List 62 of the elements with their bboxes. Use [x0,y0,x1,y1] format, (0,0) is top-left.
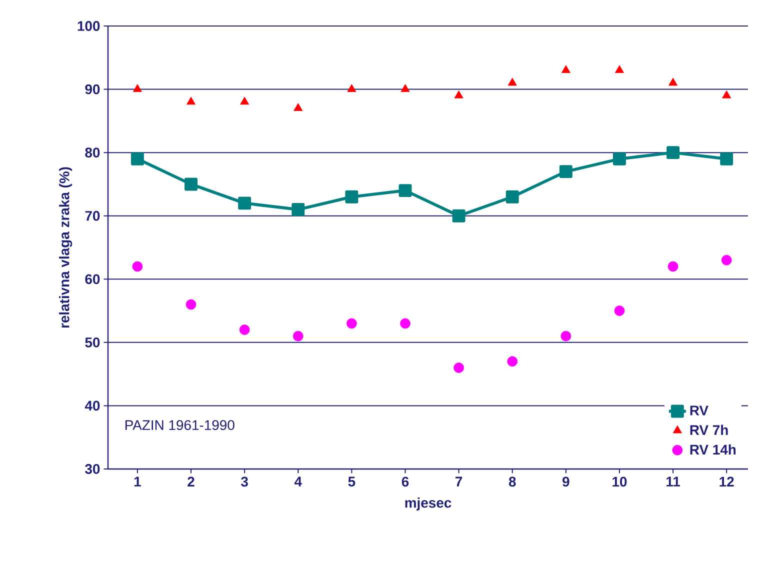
point [400,84,410,92]
point [721,254,732,266]
legend-label: RV [690,406,708,416]
x-axis-title: mjesec [405,498,452,511]
point [239,324,250,335]
point [238,196,252,210]
y-tick-label: 40 [84,400,100,411]
point [132,84,142,92]
x-tick-label: 2 [188,476,194,487]
point [186,299,196,310]
point [666,146,680,160]
point [240,96,250,105]
x-tick-label: 8 [508,476,516,487]
x-tick-label: 1 [134,476,141,486]
point [559,165,572,178]
point [294,103,303,111]
point [560,330,572,342]
y-tick-label: 100 [78,21,100,31]
x-tick-label: 4 [294,476,302,486]
x-tick-label: 5 [348,476,356,487]
point [614,306,625,316]
point [668,78,678,86]
annotation: PAZIN 1961-1990 [125,420,234,430]
point [400,318,410,329]
x-tick-label: 12 [720,476,734,487]
point [292,203,305,216]
point [507,356,518,367]
point [508,78,517,86]
point [347,84,356,92]
point [722,90,732,98]
y-tick-label: 30 [85,464,100,474]
legend-label: RV 14h [690,444,736,454]
point [186,96,196,105]
y-axis-title: relativna vlaga zraka (%) [59,167,72,328]
x-tick-label: 11 [666,476,680,486]
y-tick-label: 80 [85,148,100,158]
point [454,362,464,373]
point [346,318,357,329]
point [614,65,624,73]
x-tick-label: 10 [612,476,627,487]
point [506,190,519,204]
point [561,65,570,73]
point [345,190,358,204]
point [668,261,678,272]
point [452,209,466,222]
point [398,184,412,198]
y-tick-label: 50 [85,337,100,348]
point [132,261,143,272]
point [130,152,144,166]
y-tick-label: 70 [85,210,100,221]
point [612,152,626,166]
x-tick-label: 9 [562,476,570,487]
point [292,330,304,342]
point [184,178,198,191]
x-tick-label: 7 [456,476,462,486]
point [720,152,734,166]
x-tick-label: 6 [402,476,409,487]
x-tick-label: 3 [241,476,248,487]
legend-label: RV 7h [690,424,728,435]
y-tick-label: 90 [85,84,100,94]
point [454,90,464,98]
y-tick-label: 60 [85,274,100,284]
